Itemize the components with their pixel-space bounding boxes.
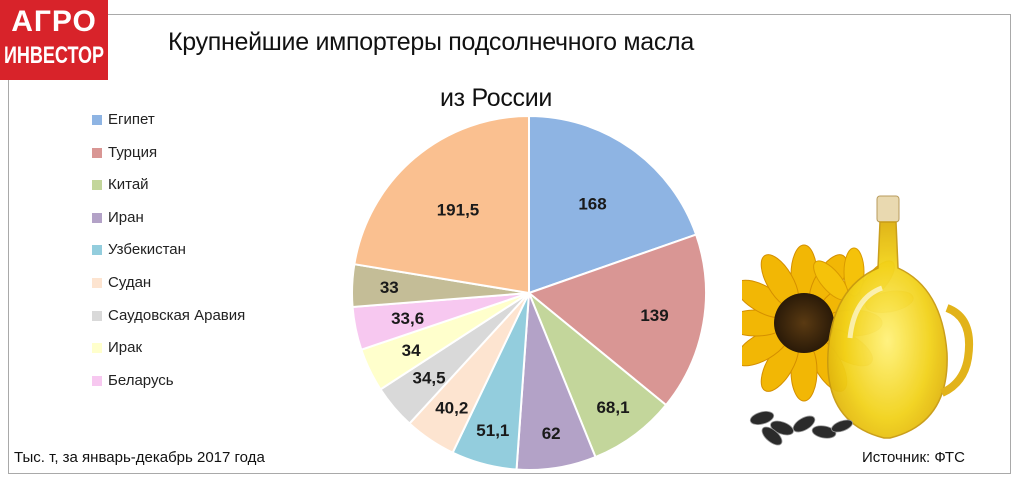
- pie-data-label: 62: [542, 424, 561, 443]
- source-note: Источник: ФТС: [862, 449, 965, 466]
- legend-swatch: [92, 343, 102, 354]
- legend-label: Ирак: [108, 339, 143, 357]
- units-note: Тыс. т, за январь-декабрь 2017 года: [14, 449, 265, 466]
- legend-swatch: [92, 310, 102, 321]
- pie-slice: [353, 114, 530, 295]
- legend-label: Египет: [108, 111, 155, 128]
- legend-label: Саудовская Аравия: [108, 306, 246, 324]
- legend-swatch: [92, 375, 102, 386]
- logo-line-1: АГРО: [11, 5, 97, 38]
- chart-title-line-1: Крупнейшие импортеры подсолнечного масла: [168, 28, 694, 56]
- legend-label: Узбекистан: [108, 241, 186, 259]
- pie-data-label: 68,1: [596, 398, 629, 417]
- legend-swatch: [92, 180, 102, 191]
- pie-data-label: 34,5: [412, 369, 445, 388]
- legend-swatch: [92, 245, 102, 256]
- pie-data-label: 33: [380, 278, 399, 297]
- sunflower-seeds-icon: [749, 411, 853, 446]
- sunflower-oil-illustration: [742, 195, 974, 446]
- legend-label: Турция: [108, 143, 158, 161]
- legend-swatch: [92, 115, 102, 125]
- legend-label: Судан: [108, 274, 152, 291]
- pie-data-label: 139: [640, 306, 668, 325]
- legend-swatch: [92, 278, 102, 288]
- legend-label: Иран: [108, 208, 144, 226]
- oil-bottle-icon: [827, 195, 974, 439]
- legend-label: Китай: [108, 176, 149, 194]
- chart-title-line-2: из России: [440, 84, 553, 112]
- legend-swatch: [92, 147, 102, 158]
- legend-label: Беларусь: [108, 371, 174, 389]
- pie-data-label: 34: [402, 341, 421, 360]
- legend-swatch: [92, 212, 102, 223]
- pie-data-label: 168: [578, 195, 606, 214]
- pie-data-label: 51,1: [476, 421, 509, 440]
- pie-data-label: 33,6: [391, 309, 424, 328]
- pie-slice: [526, 233, 707, 407]
- agroinvestor-logo: АГРО ИНВЕСТОР: [0, 0, 108, 80]
- pie-data-label: 191,5: [437, 200, 480, 219]
- pie-data-label: 40,2: [435, 398, 468, 417]
- logo-line-2: ИНВЕСТОР: [3, 41, 105, 69]
